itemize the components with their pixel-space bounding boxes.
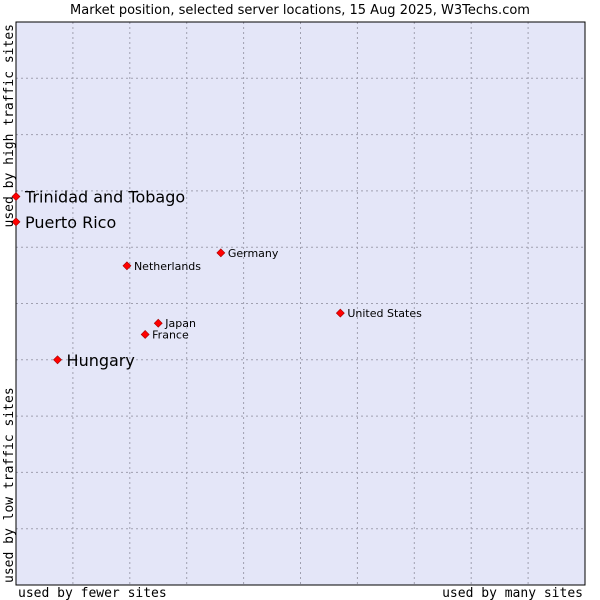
data-point-france: France	[140, 328, 189, 341]
point-label: Netherlands	[134, 260, 201, 273]
point-marker	[53, 355, 62, 365]
point-marker	[216, 248, 226, 258]
point-label: Trinidad and Tobago	[24, 188, 185, 207]
data-point-japan: Japan	[153, 317, 196, 330]
plot-border	[15, 21, 586, 586]
chart-title: Market position, selected server locatio…	[70, 3, 530, 18]
point-label: United States	[347, 307, 422, 320]
data-points: Trinidad and Tobago Puerto Rico Germany Net…	[11, 188, 422, 370]
point-label: Japan	[164, 317, 196, 330]
data-point-trinidad-and-tobago: Trinidad and Tobago	[11, 188, 185, 207]
point-label: Puerto Rico	[25, 213, 116, 232]
point-marker	[140, 330, 150, 339]
data-point-netherlands: Netherlands	[122, 260, 201, 273]
point-marker	[335, 308, 345, 318]
point-marker	[11, 192, 21, 201]
point-marker	[11, 217, 21, 227]
point-marker	[122, 261, 132, 271]
point-marker	[153, 318, 163, 328]
data-point-germany: Germany	[216, 247, 279, 260]
data-point-hungary: Hungary	[53, 351, 135, 370]
data-point-puerto-rico: Puerto Rico	[11, 213, 116, 232]
grid-lines	[16, 22, 585, 585]
y-axis-high-label: used by high traffic sites	[2, 24, 17, 228]
x-axis-low-label: used by fewer sites	[18, 586, 167, 600]
point-label: France	[152, 328, 189, 341]
point-label: Hungary	[67, 351, 135, 370]
data-point-united-states: United States	[335, 307, 422, 320]
point-label: Germany	[228, 247, 279, 260]
x-axis-high-label: used by many sites	[442, 586, 583, 600]
y-axis-low-label: used by low traffic sites	[2, 387, 17, 583]
